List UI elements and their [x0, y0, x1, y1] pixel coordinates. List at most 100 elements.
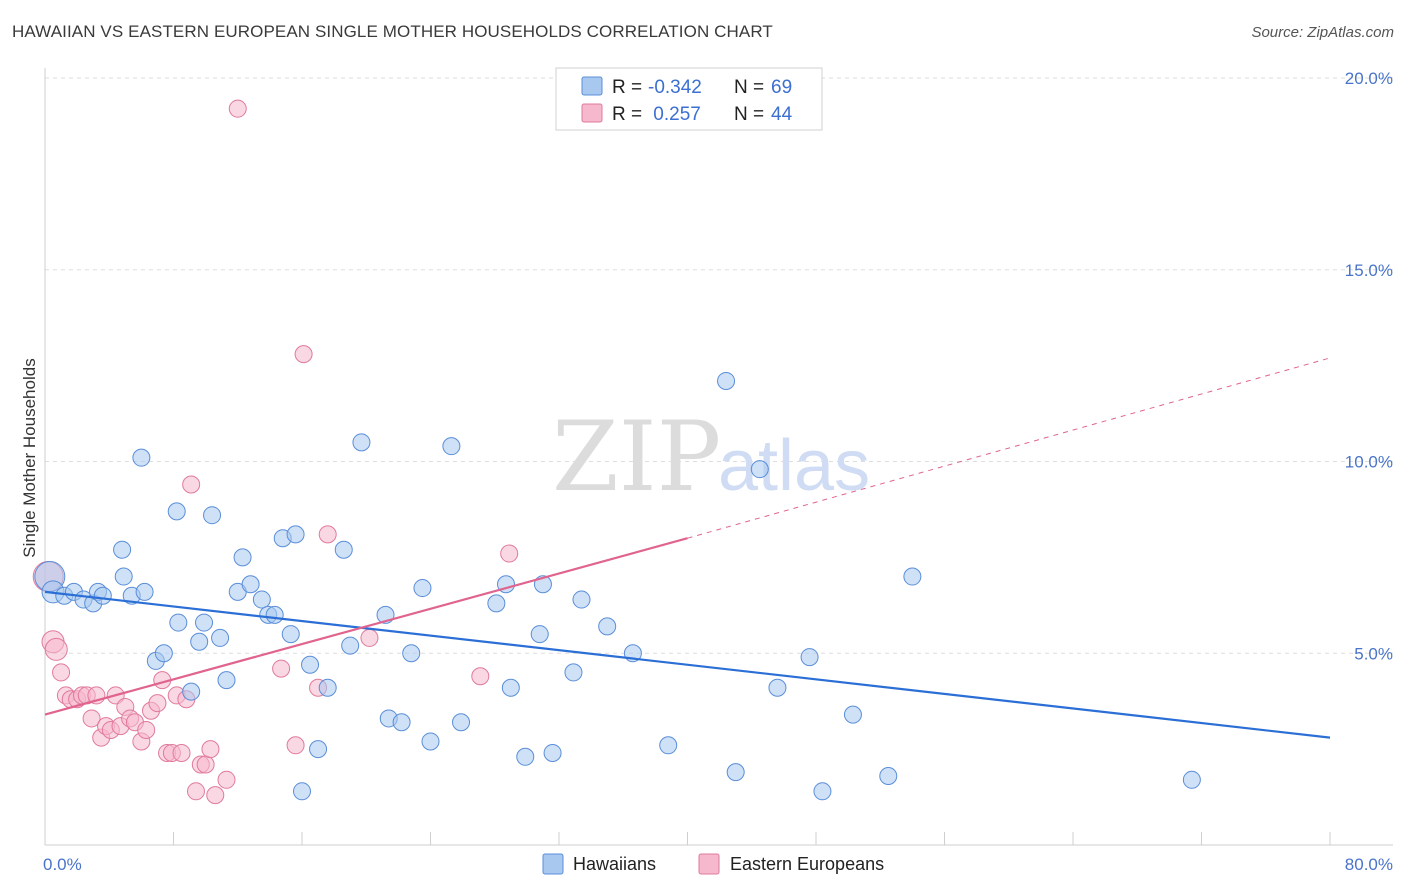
legend-r-label-1: R = — [612, 77, 642, 98]
eastern-europeans-point — [272, 659, 291, 678]
eastern-europeans-point — [172, 743, 191, 762]
eastern-europeans-point — [44, 637, 68, 661]
hawaiians-point — [572, 590, 591, 609]
bottom-legend-swatch-hawaiians — [542, 853, 564, 875]
y-tick-label-20: 20.0% — [1345, 69, 1393, 88]
y-tick-labels: 5.0% 10.0% 15.0% 20.0% — [1345, 69, 1393, 663]
hawaiians-point — [903, 567, 922, 586]
hawaiians-point — [241, 575, 260, 594]
legend-r-label-2: R = — [612, 104, 642, 125]
axes — [44, 68, 1393, 846]
hawaiians-point — [442, 437, 461, 456]
hawaiians-point — [726, 763, 745, 782]
hawaiians-point — [750, 460, 769, 479]
hawaiians-point — [421, 732, 440, 751]
hawaiians-point — [1182, 770, 1201, 789]
bottom-legend-swatch-eastern — [698, 853, 720, 875]
hawaiians-point — [564, 663, 583, 682]
x-tick-label-max: 80.0% — [1345, 855, 1393, 874]
eastern-europeans-point — [294, 345, 313, 364]
hawaiians-point — [233, 548, 252, 567]
eastern-europeans-point — [148, 694, 167, 713]
eastern-europeans-point — [52, 663, 71, 682]
trendlines — [44, 357, 1331, 739]
hawaiians-point — [182, 682, 201, 701]
hawaiians-point — [800, 648, 819, 667]
hawaiians-point — [190, 632, 209, 651]
hawaiians-point — [203, 506, 222, 525]
eastern-europeans-point — [217, 770, 236, 789]
eastern-europeans-point — [186, 782, 205, 801]
hawaiians-point — [341, 636, 360, 655]
hawaiians-point — [392, 713, 411, 732]
source-label: Source: ZipAtlas.com — [1251, 24, 1394, 41]
hawaiians-point — [309, 740, 328, 759]
eastern-europeans-point — [286, 736, 305, 755]
eastern-europeans-point — [82, 709, 101, 728]
trendline-hawaiians — [44, 590, 1331, 739]
hawaiians-point — [169, 613, 188, 632]
hawaiians-point — [211, 628, 230, 647]
trendline-eastern-projection — [687, 357, 1331, 539]
correlation-legend: R = -0.342 N = 69 R = 0.257 N = 44 — [555, 67, 823, 131]
hawaiians-point — [402, 644, 421, 663]
hawaiians-point — [265, 605, 284, 624]
chart-title: HAWAIIAN VS EASTERN EUROPEAN SINGLE MOTH… — [12, 22, 773, 41]
legend-n-label-2: N = — [734, 104, 764, 125]
hawaiians-point — [286, 525, 305, 544]
hawaiians-point — [352, 433, 371, 452]
hawaiians-point — [487, 594, 506, 613]
y-tick-label-5: 5.0% — [1354, 644, 1393, 663]
hawaiians-point — [543, 743, 562, 762]
eastern-europeans-point — [182, 475, 201, 494]
gridlines — [45, 77, 1393, 654]
legend-swatch-eastern — [581, 103, 603, 123]
eastern-europeans-point — [137, 720, 156, 739]
hawaiians-point — [135, 582, 154, 601]
hawaiians-point — [413, 579, 432, 598]
legend-n-value-2: 44 — [771, 104, 793, 125]
hawaiians-point — [516, 747, 535, 766]
hawaiians-point — [113, 540, 132, 559]
hawaiians-point — [301, 655, 320, 674]
hawaiians-point — [252, 590, 271, 609]
eastern-europeans-point — [471, 667, 490, 686]
series-legend: Hawaiians Eastern Europeans — [542, 853, 884, 875]
hawaiians-point — [114, 567, 133, 586]
hawaiians-point — [154, 644, 173, 663]
hawaiians-point — [843, 705, 862, 724]
hawaiians-point — [813, 782, 832, 801]
legend-n-value-1: 69 — [771, 77, 792, 98]
hawaiians-point — [879, 766, 898, 785]
legend-swatch-hawaiians — [581, 76, 603, 96]
hawaiians-point — [659, 736, 678, 755]
hawaiians-points — [34, 371, 1201, 801]
hawaiians-point — [334, 540, 353, 559]
hawaiians-point — [717, 371, 736, 390]
y-tick-label-10: 10.0% — [1345, 453, 1393, 472]
trendline-eastern — [44, 537, 688, 716]
eastern-europeans-point — [318, 525, 337, 544]
bottom-legend-label-hawaiians: Hawaiians — [573, 854, 656, 874]
hawaiians-point — [132, 448, 151, 467]
hawaiians-point — [195, 613, 214, 632]
legend-r-value-2: 0.257 — [648, 104, 701, 125]
hawaiians-point — [93, 586, 112, 605]
y-axis-title: Single Mother Households — [20, 358, 39, 557]
eastern-europeans-point — [228, 99, 247, 118]
eastern-europeans-point — [206, 786, 225, 805]
watermark-zip: ZIP — [552, 401, 721, 513]
eastern-europeans-point — [196, 755, 215, 774]
hawaiians-point — [598, 617, 617, 636]
eastern-europeans-point — [201, 740, 220, 759]
watermark-atlas: atlas — [718, 426, 870, 506]
legend-n-label-1: N = — [734, 77, 764, 98]
hawaiians-point — [167, 502, 186, 521]
hawaiians-point — [217, 671, 236, 690]
hawaiians-point — [768, 678, 787, 697]
hawaiians-point — [530, 625, 549, 644]
eastern-europeans-point — [360, 628, 379, 647]
hawaiians-point — [501, 678, 520, 697]
hawaiians-point — [293, 782, 311, 801]
